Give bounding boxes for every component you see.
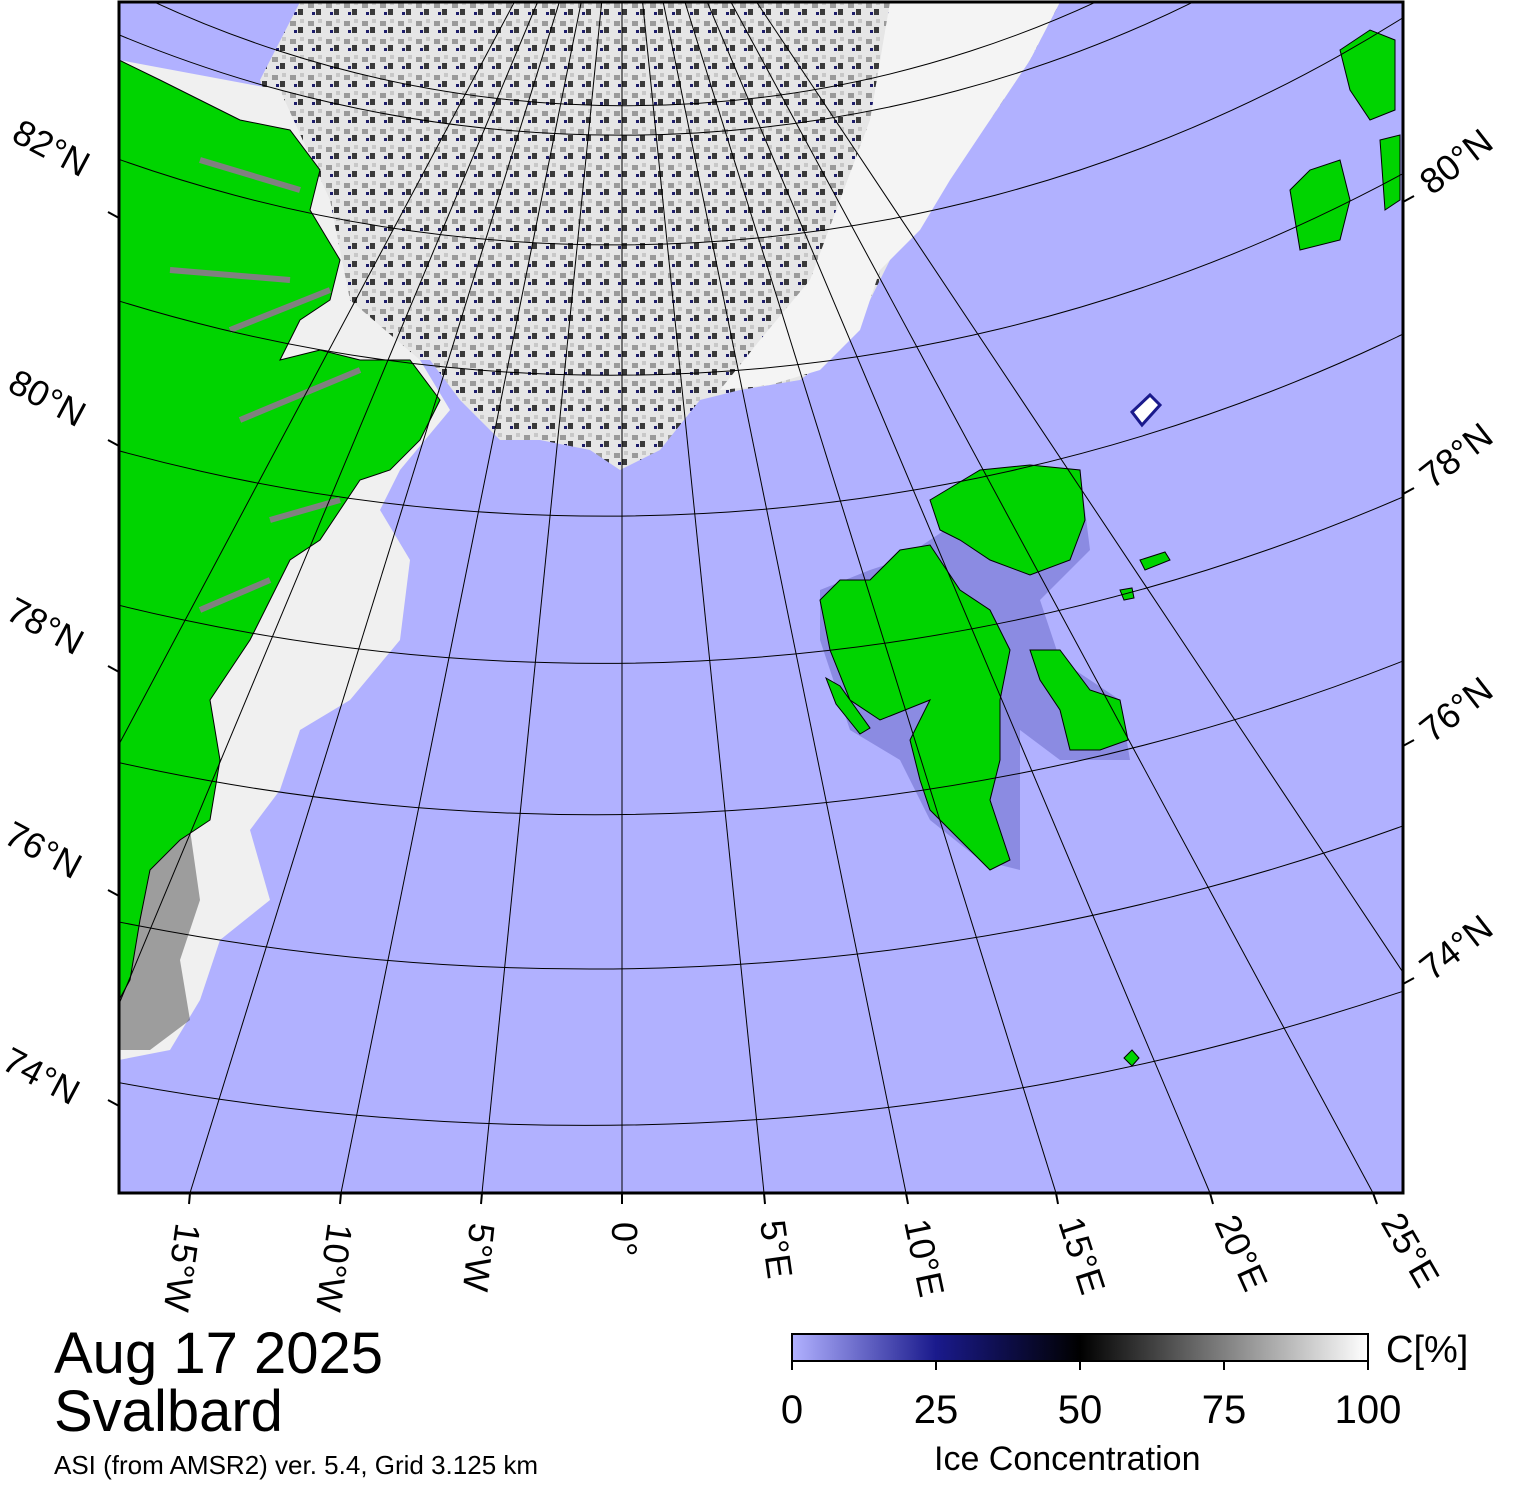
lat-label-right: 80°N bbox=[1412, 120, 1501, 202]
colorbar-tick-label: 0 bbox=[780, 1388, 804, 1432]
colorbar-title: Ice Concentration bbox=[934, 1440, 1201, 1478]
map-panel bbox=[119, 2, 1403, 1193]
colorbar-tick-label: 50 bbox=[1057, 1388, 1103, 1432]
lon-label: 5°E bbox=[752, 1217, 801, 1281]
lon-label: 15°E bbox=[1050, 1212, 1113, 1299]
colorbar-tick-label: 75 bbox=[1201, 1388, 1247, 1432]
graticule bbox=[119, 2, 1403, 1193]
pack-ice bbox=[260, 2, 1060, 470]
lon-label: 10°W bbox=[308, 1221, 361, 1314]
lon-axis-bottom bbox=[188, 1192, 1378, 1205]
colorbar-tick-label: 25 bbox=[913, 1388, 959, 1432]
lat-label-left: 76°N bbox=[0, 813, 89, 887]
colorbar bbox=[791, 1333, 1369, 1362]
marginal-ice-fringe bbox=[720, 2, 1060, 390]
lat-label-left: 78°N bbox=[0, 589, 90, 663]
lon-label: 10°E bbox=[896, 1215, 952, 1300]
lon-label: 25°E bbox=[1373, 1206, 1448, 1294]
small-ice-island bbox=[1129, 392, 1163, 428]
lat-label-left: 74°N bbox=[0, 1039, 87, 1113]
greenland-fjords bbox=[169, 157, 362, 613]
svalbard-barentsoya bbox=[1029, 649, 1129, 751]
lat-label-right: 76°N bbox=[1412, 668, 1501, 750]
map-region: Svalbard bbox=[54, 1379, 283, 1444]
lat-axis-right bbox=[1402, 195, 1415, 985]
data-source-note: ASI (from AMSR2) ver. 5.4, Grid 3.125 km bbox=[54, 1450, 539, 1480]
lat-label-right: 78°N bbox=[1412, 414, 1501, 496]
lat-axis-left bbox=[107, 211, 120, 1107]
franz-josef-land bbox=[1289, 29, 1401, 251]
lon-label: 5°W bbox=[455, 1221, 503, 1293]
svalbard-nordaustlandet bbox=[929, 464, 1086, 576]
bjornoya bbox=[1123, 1049, 1140, 1067]
colorbar-ticks bbox=[791, 1361, 1369, 1370]
svalbard-spitsbergen bbox=[819, 544, 1011, 871]
svalbard-prins-karls bbox=[825, 676, 871, 735]
svalbard-kvitoya bbox=[1139, 551, 1171, 571]
lon-label: 20°E bbox=[1207, 1209, 1276, 1297]
colorbar-unit: C[%] bbox=[1386, 1329, 1469, 1371]
lat-label-right: 74°N bbox=[1412, 906, 1501, 988]
lat-label-left: 80°N bbox=[2, 361, 92, 435]
kong-karls-land bbox=[1119, 587, 1135, 601]
map-date: Aug 17 2025 bbox=[54, 1321, 383, 1386]
map-frame bbox=[117, 0, 1405, 1195]
lat-label-left: 82°N bbox=[6, 111, 96, 185]
colorbar-tick-label: 100 bbox=[1334, 1388, 1402, 1432]
lon-label: 0° bbox=[604, 1222, 645, 1256]
lon-label: 15°W bbox=[156, 1221, 209, 1314]
